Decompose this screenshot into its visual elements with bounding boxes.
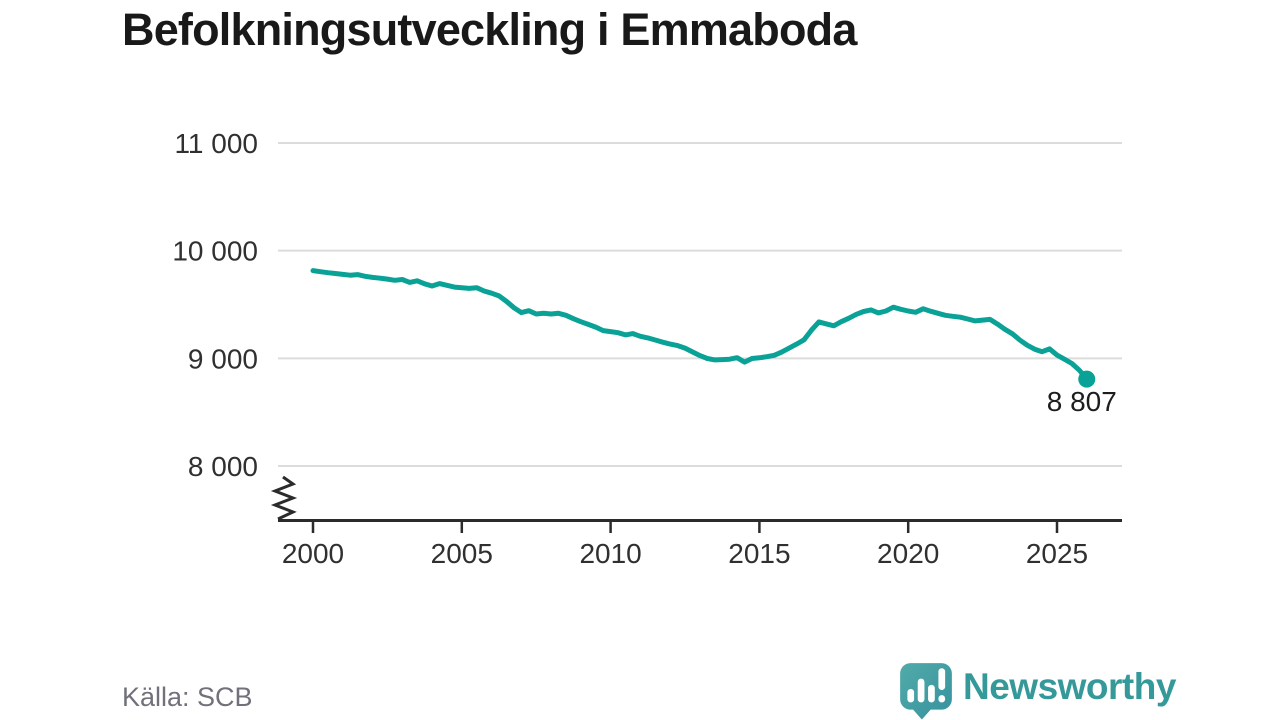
- population-line: [310, 268, 1090, 382]
- y-tick-label: 8 000: [188, 451, 258, 482]
- mini-bar-chart-icon: [907, 668, 946, 703]
- y-tick-label: 9 000: [188, 343, 258, 374]
- x-tick-label: 2015: [728, 538, 790, 569]
- newsworthy-logo-icon: [900, 663, 952, 720]
- end-point-marker: [1078, 370, 1096, 388]
- x-tick-label: 2000: [282, 538, 344, 569]
- brand-name: Newsworthy: [963, 666, 1176, 707]
- x-tick-label: 2005: [431, 538, 493, 569]
- x-tick-label: 2025: [1026, 538, 1088, 569]
- page-title: Befolkningsutveckling i Emmaboda: [122, 4, 857, 55]
- axis-break-icon: [270, 475, 298, 521]
- population-line-chart: 11 000 10 000 9 000 8 000 2000 2005 2010 2015 20…: [172, 128, 1122, 569]
- y-tick-label: 11 000: [174, 128, 258, 159]
- brand-lockup: Newsworthy: [897, 660, 1176, 720]
- y-tick-label: 10 000: [172, 236, 258, 267]
- x-tick-label: 2020: [877, 538, 939, 569]
- source-label: Källa: SCB: [122, 682, 253, 712]
- x-tick-label: 2010: [579, 538, 641, 569]
- end-value-label: 8 807: [1047, 386, 1117, 417]
